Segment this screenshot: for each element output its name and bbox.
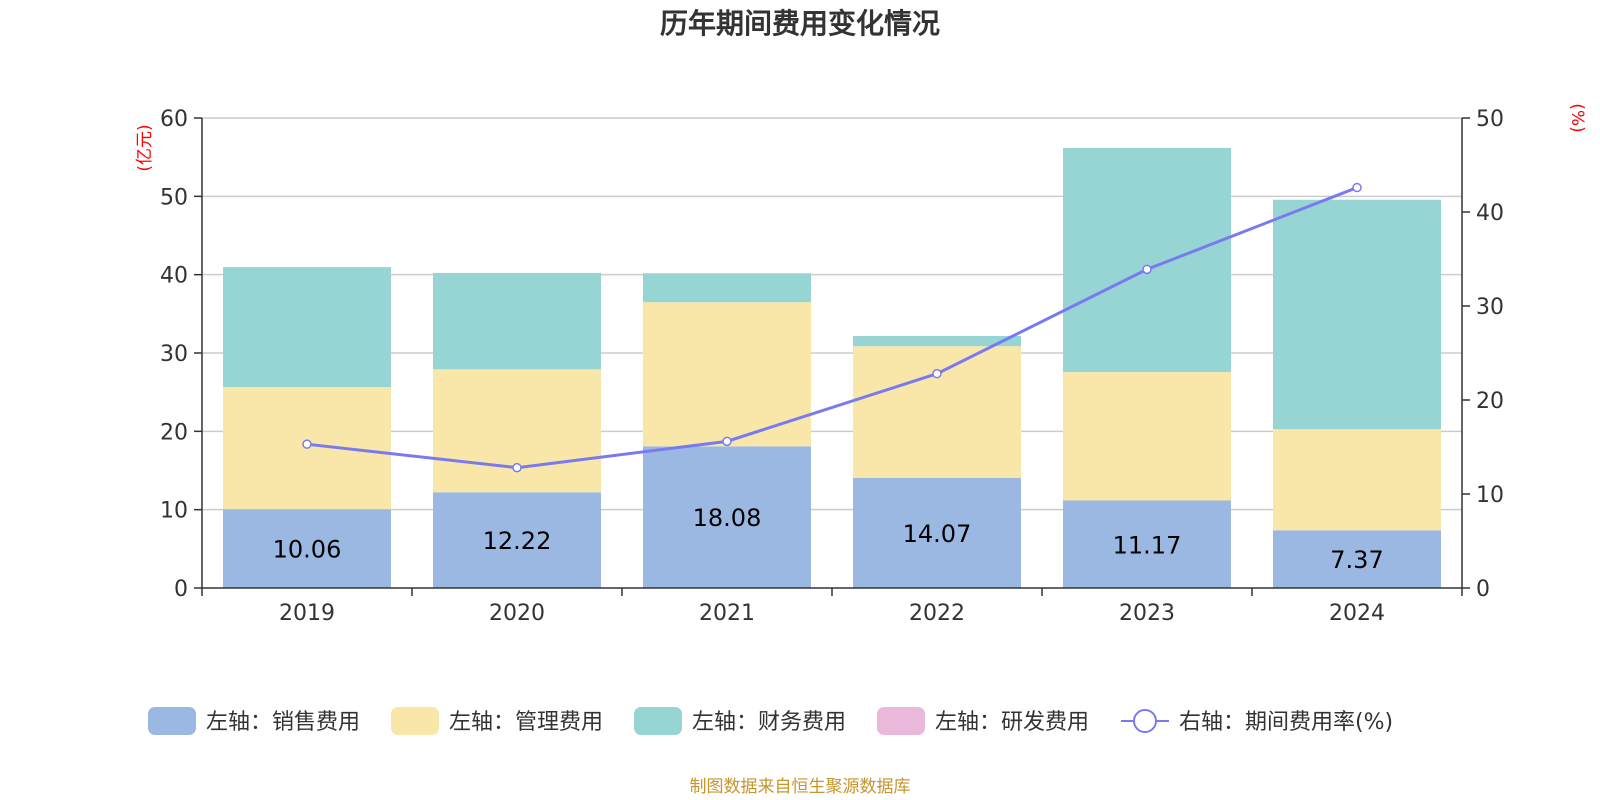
rate-line-point — [1352, 182, 1362, 193]
x-axis-tick-label: 2021 — [699, 601, 755, 626]
rate-line-point — [512, 462, 522, 473]
left-axis-tick-label: 30 — [160, 342, 188, 367]
bar-segment — [433, 369, 601, 493]
legend-swatch — [877, 707, 925, 735]
legend: 左轴：销售费用 左轴：管理费用 左轴：财务费用 左轴：研发费用 右轴：期间费用率(%) — [148, 707, 1393, 735]
right-axis-unit: (%) — [1567, 103, 1587, 132]
bar-segment — [1273, 199, 1441, 430]
bar-segment — [223, 509, 391, 588]
bar-data-label: 10.06 — [273, 536, 342, 564]
bar-data-label: 14.07 — [903, 520, 972, 548]
axes: 0 10 20 30 40 50 60 0 10 20 30 40 50 2019 2020 2021 2022… — [160, 107, 1504, 626]
x-axis-tick-label: 2022 — [909, 601, 965, 626]
bar-data-label: 18.08 — [693, 504, 762, 532]
right-axis-tick-label: 10 — [1476, 483, 1504, 508]
bar-segment — [853, 477, 1021, 588]
legend-label: 左轴：销售费用 — [206, 710, 360, 735]
bar-segment — [433, 272, 601, 370]
bar-segment — [1063, 372, 1231, 501]
left-axis-tick-label: 20 — [160, 420, 188, 445]
bar-segment — [643, 273, 811, 303]
bar-segment — [1273, 530, 1441, 588]
bar-segment — [643, 302, 811, 447]
legend-swatch — [634, 707, 682, 735]
bar-data-label: 11.17 — [1113, 531, 1182, 559]
rate-line-point — [722, 436, 732, 447]
gridlines — [202, 117, 1462, 511]
legend-line-marker — [1133, 709, 1157, 733]
x-axis-tick-label: 2019 — [279, 601, 335, 626]
bar-segment — [1273, 429, 1441, 531]
data-labels: 10.06 12.22 18.08 14.07 11.17 7.37 — [273, 504, 1384, 574]
right-axis-tick-label: 50 — [1476, 107, 1504, 132]
legend-label: 右轴：期间费用率(%) — [1179, 710, 1393, 735]
bar-segment — [1063, 148, 1231, 373]
x-axis-tick-label: 2024 — [1329, 601, 1385, 626]
rate-line-point — [302, 439, 312, 449]
bar-segment — [433, 492, 601, 588]
right-axis-tick-label: 0 — [1476, 577, 1490, 602]
source-note: 制图数据来自恒生聚源数据库 — [690, 777, 911, 797]
legend-swatch — [148, 707, 196, 735]
bar-segment — [853, 336, 1021, 347]
bars — [223, 148, 1441, 588]
rate-line-path — [306, 186, 1358, 470]
left-axis-tick-label: 50 — [160, 185, 188, 210]
rate-line-point — [932, 368, 942, 379]
bar-segment — [223, 267, 391, 387]
legend-swatch — [391, 707, 439, 735]
left-axis-tick-label: 10 — [160, 499, 188, 524]
chart-title: 历年期间费用变化情况 — [660, 7, 940, 40]
bar-segment — [643, 446, 811, 588]
right-axis-tick-label: 30 — [1476, 295, 1504, 320]
right-axis-tick-label: 20 — [1476, 389, 1504, 414]
x-axis-tick-label: 2020 — [489, 601, 545, 626]
right-axis-tick-label: 40 — [1476, 201, 1504, 226]
legend-label: 左轴：财务费用 — [692, 710, 846, 735]
left-axis-unit: (亿元) — [135, 124, 155, 171]
bar-data-label: 12.22 — [483, 527, 552, 555]
legend-label: 左轴：管理费用 — [449, 710, 603, 735]
left-axis-tick-label: 0 — [174, 577, 188, 602]
bar-segment — [1063, 500, 1231, 588]
legend-label: 左轴：研发费用 — [935, 710, 1089, 735]
bar-data-label: 7.37 — [1330, 546, 1383, 574]
left-axis-tick-label: 40 — [160, 264, 188, 289]
rate-line-point — [1142, 264, 1152, 275]
left-axis-tick-label: 60 — [160, 107, 188, 132]
x-axis-tick-label: 2023 — [1119, 601, 1175, 626]
bar-segment — [853, 346, 1021, 478]
rate-line — [302, 182, 1362, 473]
